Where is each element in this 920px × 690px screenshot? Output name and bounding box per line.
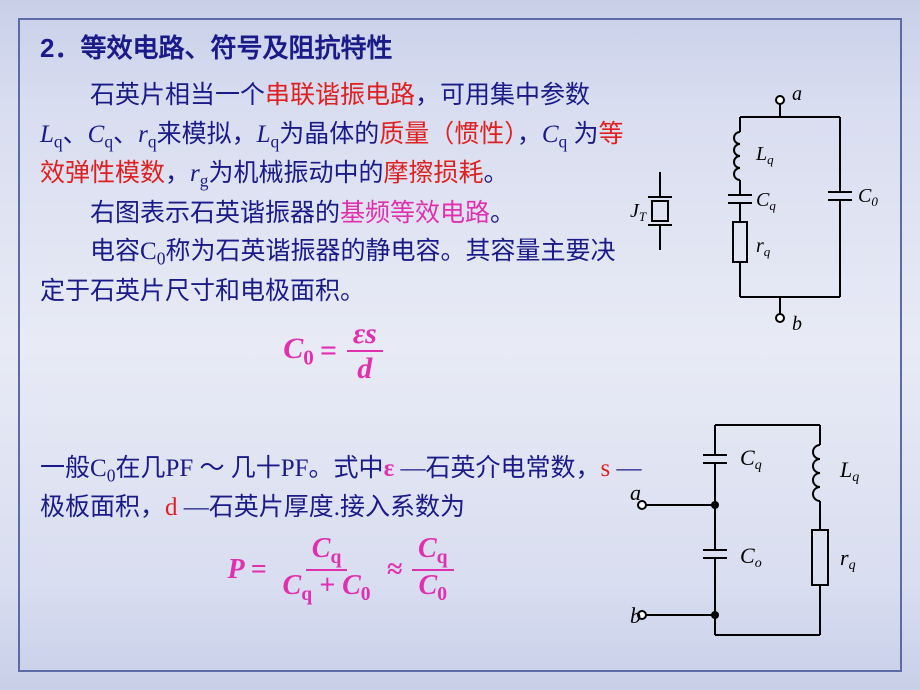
symbol-lq: Lq [40,121,63,148]
main-text-bottom: 一般C0在几PF ～ 几十PF。式中ε —石英介电常数，s —极板面积，d —石… [40,450,645,611]
text: 石英片相当一个 [90,82,265,109]
text: 为机械振动中的 [209,160,384,187]
label-co: Co [740,543,762,571]
label-jt: JT [630,200,647,224]
text: 在几PF ～ 几十PF。式中 [115,455,383,482]
text: —石英介电常数， [394,455,600,482]
text: ，可用集中参数 [415,82,590,109]
label-b: b [630,603,641,628]
text: 、 [113,121,138,148]
symbol-rg: rg [190,160,208,187]
circuit-diagram-top: a b JT Lq Cq rq C0 [630,82,890,342]
equation-c0: C0 = εs d [40,317,630,385]
label-lq: Lq [755,143,774,167]
text: —石英片厚度.接入系数为 [178,494,466,521]
text: 为 [567,121,598,148]
label-c0: C0 [858,185,878,209]
label-cq: Cq [756,189,776,213]
main-text-top: 2．等效电路、符号及阻抗特性 石英片相当一个串联谐振电路，可用集中参数Lq、Cq… [40,28,630,391]
text: 右图表示石英谐振器的 [90,200,340,227]
text: 来模拟， [157,121,257,148]
label-cq: Cq [740,445,762,473]
paragraph-3: 电容C0称为石英谐振器的静电容。其容量主要决定于石英片尺寸和电极面积。 [40,233,630,311]
symbol-s: s [601,455,611,482]
paragraph-1: 石英片相当一个串联谐振电路，可用集中参数Lq、Cq、rq来模拟，Lq为晶体的质量… [40,77,630,195]
text: 。 [490,200,515,227]
symbol-rq: rq [138,121,156,148]
text: 。 [484,160,509,187]
term-fundamental: 基频等效电路 [340,200,490,227]
paragraph-4: 一般C0在几PF ～ 几十PF。式中ε —石英介电常数，s —极板面积，d —石… [40,450,645,528]
label-rq: rq [840,545,856,573]
paragraph-2: 右图表示石英谐振器的基频等效电路。 [40,195,630,234]
label-lq: Lq [839,457,859,485]
term-friction: 摩擦损耗 [384,160,484,187]
label-a: a [630,480,641,505]
text: 为晶体的 [279,121,379,148]
label-a: a [792,83,802,105]
symbol-d: d [165,494,178,521]
label-rq: rq [756,235,771,259]
label-b: b [792,313,802,335]
text: 电容C [90,238,157,265]
text: ， [165,160,190,187]
section-heading: 2．等效电路、符号及阻抗特性 [40,28,630,65]
text: ， [517,121,542,148]
text: 一般C [40,455,107,482]
symbol-cq2: Cq [542,121,567,148]
symbol-cq: Cq [88,121,113,148]
term-series-resonant: 串联谐振电路 [265,82,415,109]
symbol-lq2: Lq [257,121,280,148]
text: 、 [63,121,88,148]
symbol-eps: ε [384,455,395,482]
equation-p: P = Cq Cq + C0 ≈ Cq C0 [40,534,645,605]
term-mass: 质量（惯性） [379,121,517,148]
circuit-diagram-bottom: a b Cq Co Lq rq [630,405,890,655]
